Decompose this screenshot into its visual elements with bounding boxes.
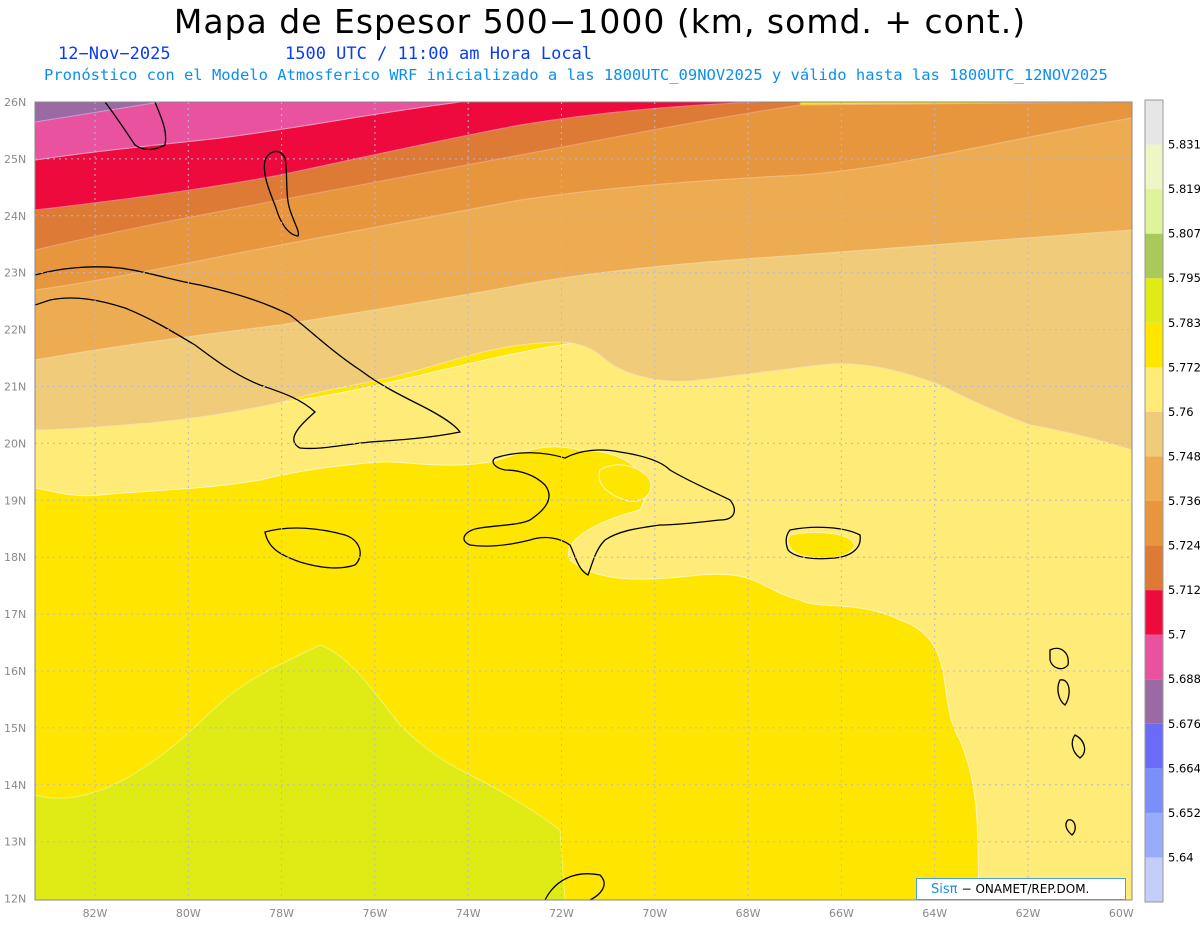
credit-box: Sisπ − ONAMET/REP.DOM. <box>916 878 1126 900</box>
lat-label: 21N <box>4 381 26 394</box>
colorbar-label: 5.736 <box>1168 494 1200 508</box>
lat-label: 26N <box>4 96 26 109</box>
colorbar: 5.64 5.652 5.664 5.676 5.688 5.7 5.712 5.724 5.7… <box>1144 99 1200 903</box>
colorbar-segment <box>1145 278 1163 323</box>
lat-label: 16N <box>4 665 26 678</box>
longitude-labels: 82W 80W 78W 76W 74W 72W 70W 68W 66W 64W 62W 60W <box>83 907 1134 920</box>
forecast-time: 1500 UTC / 11:00 am Hora Local <box>285 44 593 64</box>
map-fields <box>35 102 1132 900</box>
coast-andros <box>263 150 300 237</box>
lon-label: 64W <box>922 907 947 920</box>
coast-jamaica <box>264 527 361 569</box>
colorbar-segment <box>1145 144 1163 190</box>
sispi-logo: Sisπ <box>931 882 958 897</box>
colorbar-segment <box>1145 411 1163 457</box>
gridlines <box>35 102 1132 900</box>
forecast-date: 12−Nov−2025 <box>58 44 171 64</box>
lat-label: 24N <box>4 210 26 223</box>
colorbar-label: 5.7 <box>1168 628 1186 642</box>
colorbar-label: 5.712 <box>1168 583 1200 597</box>
coast-florida <box>104 102 167 151</box>
colorbar-label: 5.676 <box>1168 717 1200 731</box>
lat-label: 18N <box>4 551 26 564</box>
colorbar-segment <box>1145 367 1163 412</box>
colorbar-label: 5.664 <box>1168 761 1200 775</box>
lat-label: 15N <box>4 722 26 735</box>
colorbar-label: 5.783 <box>1168 316 1200 330</box>
coast-lesser-antilles <box>1049 647 1086 836</box>
colorbar-label: 5.724 <box>1168 539 1200 553</box>
colorbar-segment <box>1145 590 1163 635</box>
lat-label: 17N <box>4 608 26 621</box>
credit-org: − ONAMET/REP.DOM. <box>961 882 1090 896</box>
lon-label: 82W <box>83 907 108 920</box>
colorbar-label: 5.831 <box>1168 138 1200 152</box>
colorbar-label: 5.76 <box>1168 405 1194 419</box>
lat-label: 12N <box>4 893 26 906</box>
colorbar-label: 5.795 <box>1168 271 1200 285</box>
lat-label: 20N <box>4 437 26 450</box>
colorbar-segment <box>1145 456 1163 501</box>
map-title: Mapa de Espesor 500−1000 (km, somd. + co… <box>173 2 1027 41</box>
lat-label: 13N <box>4 836 26 849</box>
forecast-subtitle: Pronóstico con el Modelo Atmosferico WRF… <box>44 66 1108 84</box>
lon-label: 62W <box>1016 907 1041 920</box>
coast-hispaniola <box>463 449 735 576</box>
lon-label: 72W <box>549 907 574 920</box>
lon-label: 68W <box>736 907 761 920</box>
field-purple <box>35 102 161 123</box>
colorbar-label: 5.772 <box>1168 360 1200 374</box>
colorbar-segment <box>1145 634 1163 680</box>
map-frame <box>34 101 1133 901</box>
colorbar-segment <box>1145 857 1163 902</box>
colorbar-label: 5.819 <box>1168 182 1200 196</box>
lon-label: 74W <box>456 907 481 920</box>
lat-label: 19N <box>4 494 26 507</box>
lat-label: 14N <box>4 779 26 792</box>
colorbar-frame <box>1144 99 1164 903</box>
colorbar-segment <box>1145 501 1163 546</box>
coastlines <box>35 102 1086 900</box>
yellow-patch-pr <box>787 531 856 559</box>
lon-label: 76W <box>362 907 387 920</box>
lon-label: 70W <box>642 907 667 920</box>
lon-label: 60W <box>1109 907 1134 920</box>
colorbar-label: 5.688 <box>1168 672 1200 686</box>
colorbar-segment <box>1145 100 1163 145</box>
coast-puerto-rico <box>785 526 861 560</box>
lat-label: 22N <box>4 324 26 337</box>
lat-label: 25N <box>4 153 26 166</box>
coast-venezuela <box>544 873 605 900</box>
colorbar-segment <box>1145 812 1163 858</box>
colorbar-segment <box>1145 545 1163 591</box>
latitude-labels: 26N 25N 24N 23N 22N 21N 20N 19N 18N 17N 16N 15N 14N 1… <box>4 96 26 906</box>
colorbar-segment <box>1145 768 1163 813</box>
lon-label: 78W <box>269 907 294 920</box>
colorbar-label: 5.652 <box>1168 806 1200 820</box>
field-yellow-green <box>35 644 566 900</box>
colorbar-segment <box>1145 679 1163 724</box>
coast-cuba <box>35 266 462 450</box>
colorbar-segment <box>1145 322 1163 368</box>
lon-label: 80W <box>176 907 201 920</box>
colorbar-label: 5.748 <box>1168 449 1200 463</box>
lat-label: 23N <box>4 267 26 280</box>
colorbar-label: 5.807 <box>1168 227 1200 241</box>
colorbar-segment <box>1145 723 1163 769</box>
colorbar-label: 5.64 <box>1168 850 1194 864</box>
yellow-patch-dr <box>598 464 652 502</box>
lon-label: 66W <box>829 907 854 920</box>
colorbar-segment <box>1145 189 1163 234</box>
colorbar-segment <box>1145 233 1163 279</box>
